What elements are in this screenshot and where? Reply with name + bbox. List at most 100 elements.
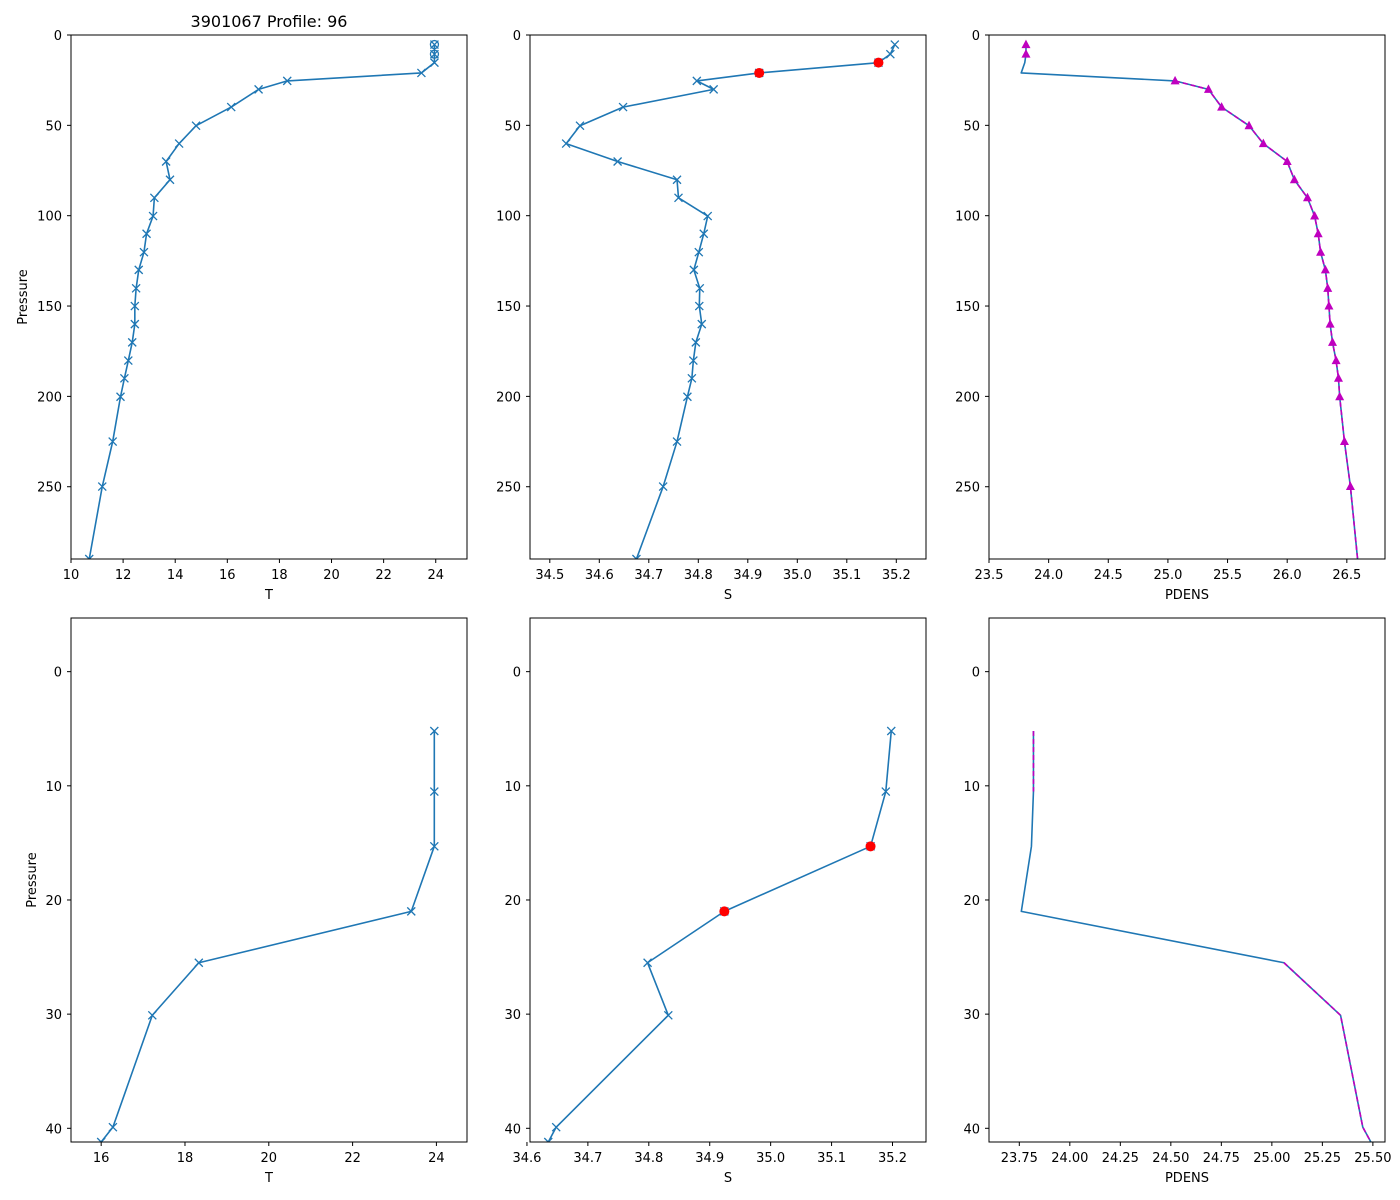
- x-tick-label: 34.8: [634, 1151, 663, 1166]
- data-point-marker: [672, 175, 682, 185]
- data-point-marker: [885, 49, 895, 59]
- triangle-marker: [1289, 174, 1299, 184]
- data-point-marker: [643, 958, 653, 968]
- x-tick-label: 34.6: [585, 568, 614, 583]
- triangle-marker: [1316, 247, 1326, 256]
- x-tick-label: 34.6: [512, 1151, 541, 1166]
- triangle-marker: [1313, 228, 1323, 238]
- plot-area: [1020, 39, 1359, 559]
- triangle-marker: [1217, 102, 1227, 111]
- data-point-marker: [881, 787, 891, 796]
- data-point-marker: [194, 958, 204, 968]
- plot-area: [543, 726, 896, 1142]
- x-tick-label: 25.5: [1213, 568, 1242, 583]
- data-point-marker: [123, 356, 133, 366]
- data-point-marker: [697, 319, 707, 329]
- figure-title: 3901067 Profile: 96: [191, 12, 348, 31]
- x-axis-label: S: [724, 1171, 732, 1186]
- x-tick-label: 10: [63, 568, 80, 583]
- data-point-marker: [890, 40, 900, 50]
- x-tick-label: 20: [323, 568, 340, 583]
- series-line-t: [88, 44, 436, 559]
- data-point-marker: [96, 1137, 106, 1142]
- y-tick-label: 250: [955, 481, 980, 496]
- triangle-marker: [1320, 264, 1330, 274]
- triangle-marker: [1302, 192, 1312, 202]
- y-tick-label: 200: [496, 390, 521, 405]
- data-point-marker: [663, 1010, 673, 1020]
- x-tick-label: 24.25: [1102, 1151, 1139, 1166]
- data-point-marker: [575, 121, 585, 131]
- data-point-marker: [108, 437, 118, 447]
- y-tick-label: 200: [955, 390, 980, 405]
- plot-area: [96, 726, 439, 1142]
- x-tick-label: 25.00: [1253, 1151, 1290, 1166]
- x-tick-label: 34.9: [733, 568, 762, 583]
- x-tick-label: 34.9: [695, 1151, 724, 1166]
- axes-frame: [988, 617, 1386, 1143]
- data-point-marker: [703, 211, 713, 221]
- data-point-marker: [694, 301, 704, 311]
- flagged-point: [865, 841, 876, 852]
- x-tick-label: 26.0: [1273, 568, 1302, 583]
- chart-panel-bottom-salinity: 34.6 34.7 34.8 34.9 35.0 35.1 35.2 0 10 20 30 40 S: [504, 617, 927, 1186]
- triangle-marker: [1323, 283, 1333, 292]
- data-point-marker: [543, 1137, 553, 1142]
- data-point-marker: [618, 102, 628, 112]
- x-tick-label: 34.5: [535, 568, 564, 583]
- data-point-marker: [429, 787, 439, 796]
- data-point-marker: [695, 283, 705, 293]
- x-tick-label: 25.0: [1153, 568, 1182, 583]
- data-point-marker: [688, 356, 698, 366]
- data-point-marker: [691, 337, 701, 347]
- triangle-marker: [1324, 301, 1334, 310]
- data-point-marker: [886, 726, 896, 736]
- x-axis-label: T: [264, 1171, 273, 1186]
- y-tick-label: 0: [54, 666, 62, 681]
- y-axis-label: Pressure: [16, 269, 31, 325]
- x-tick-label: 16: [93, 1151, 110, 1166]
- data-point-marker: [226, 102, 236, 112]
- data-point-marker: [687, 373, 697, 383]
- y-axis-label: Pressure: [25, 852, 40, 908]
- flagged-point: [754, 67, 765, 78]
- data-point-marker: [694, 247, 704, 257]
- y-tick-label: 100: [37, 210, 62, 225]
- y-tick-label: 20: [504, 894, 521, 909]
- triangle-marker: [1021, 49, 1031, 58]
- x-tick-label: 25.50: [1354, 1151, 1391, 1166]
- y-tick-label: 100: [955, 210, 980, 225]
- x-axis-label: PDENS: [1165, 1171, 1209, 1186]
- triangle-marker: [1203, 84, 1213, 93]
- x-tick-label: 26.5: [1332, 568, 1361, 583]
- triangle-marker: [1328, 337, 1338, 346]
- y-tick-label: 20: [45, 894, 62, 909]
- axes-frame: [529, 617, 927, 1143]
- x-tick-label: 20: [261, 1151, 278, 1166]
- y-tick-label: 250: [496, 481, 521, 496]
- axes-frame: [70, 34, 468, 560]
- data-point-marker: [429, 726, 439, 736]
- data-point-marker: [148, 211, 158, 221]
- plot-area: [84, 39, 440, 559]
- triangle-marker: [1335, 391, 1345, 401]
- triangle-marker: [1021, 39, 1031, 49]
- data-point-marker: [108, 1122, 118, 1132]
- data-point-marker: [142, 229, 152, 239]
- y-tick-label: 100: [496, 210, 521, 225]
- x-tick-label: 24.00: [1051, 1151, 1088, 1166]
- y-tick-label: 50: [504, 119, 521, 134]
- x-tick-label: 18: [271, 568, 288, 583]
- x-tick-label: 35.2: [878, 1151, 907, 1166]
- y-tick-label: 10: [504, 780, 521, 795]
- x-tick-label: 24.50: [1152, 1151, 1189, 1166]
- x-tick-label: 22: [344, 1151, 361, 1166]
- triangle-marker: [1331, 355, 1341, 365]
- x-tick-label: 23.5: [975, 568, 1004, 583]
- triangle-marker: [1310, 211, 1320, 220]
- dashed-density-line: [1174, 80, 1359, 559]
- triangle-marker: [1339, 436, 1349, 446]
- data-point-marker: [174, 139, 184, 149]
- axes-frame: [529, 34, 927, 560]
- data-point-marker: [682, 392, 692, 402]
